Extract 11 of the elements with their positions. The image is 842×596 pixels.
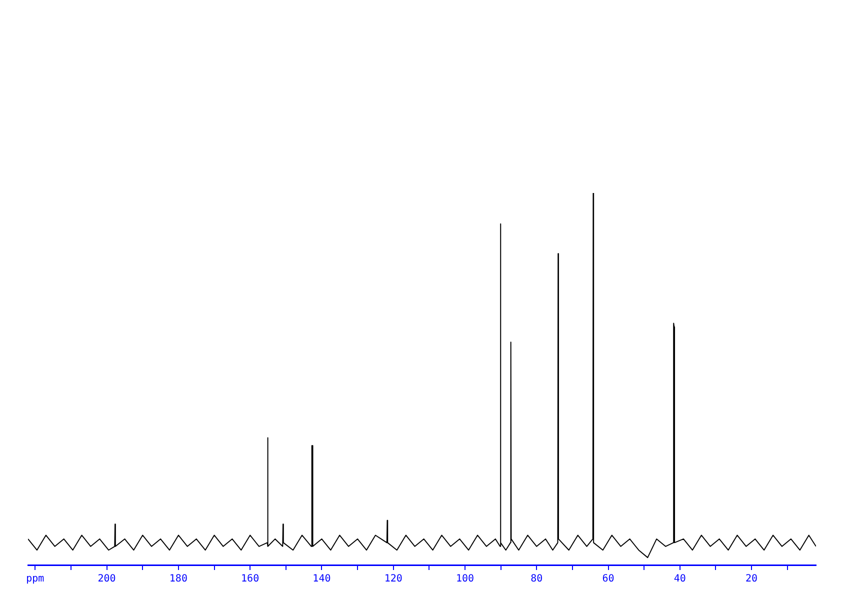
x-tick-label: 160 — [241, 574, 260, 585]
x-tick-label: 140 — [312, 574, 331, 585]
x-tick-label: 80 — [530, 574, 543, 585]
x-tick-label: 120 — [384, 574, 402, 585]
x-tick-label: 180 — [169, 574, 188, 585]
x-tick-label: 60 — [602, 574, 614, 585]
x-tick-label: ppm — [26, 574, 44, 585]
x-tick-label: 40 — [674, 574, 686, 585]
x-tick-label: 200 — [98, 574, 116, 585]
x-tick-label: 100 — [456, 574, 474, 585]
x-tick-label: 20 — [746, 574, 758, 585]
